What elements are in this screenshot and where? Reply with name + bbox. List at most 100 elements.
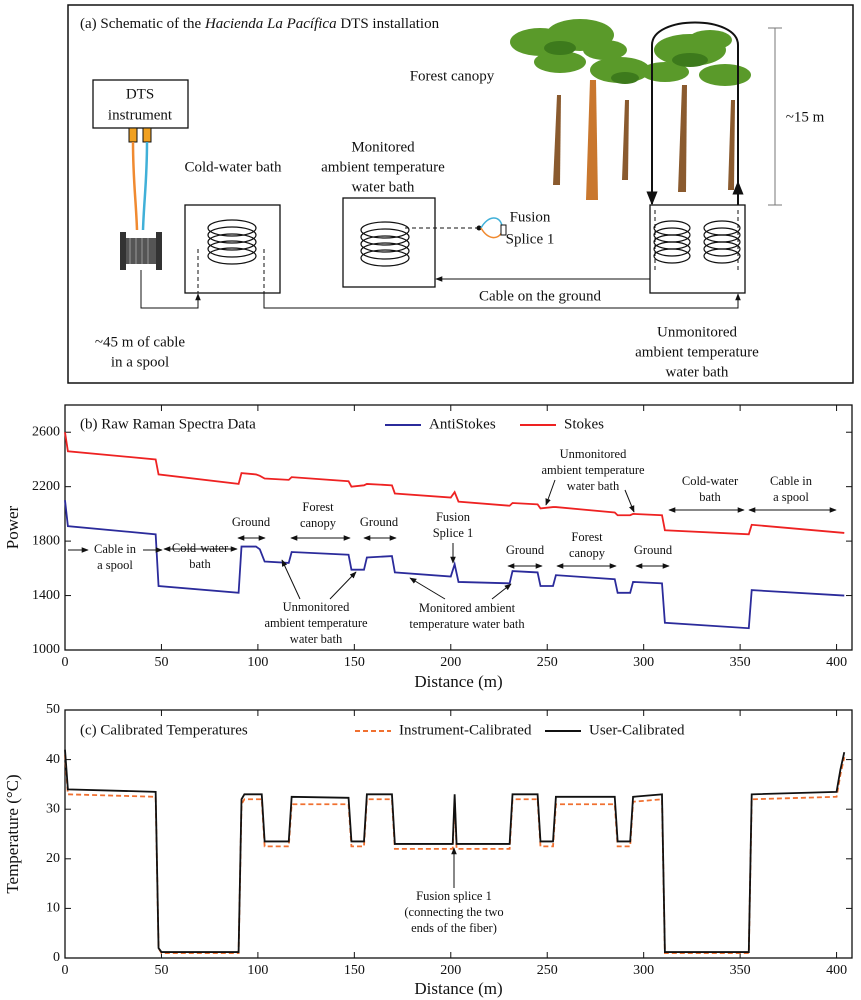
- fusion-label: Splice 1: [506, 231, 555, 247]
- annotation: a spool: [97, 558, 133, 572]
- cable-ground-label: Cable on the ground: [479, 288, 602, 304]
- x-tick-label: 150: [344, 963, 365, 978]
- y-tick-label: 1400: [32, 588, 60, 603]
- legend-label: Instrument-Calibrated: [399, 722, 532, 738]
- cold-bath-label: Cold-water bath: [184, 159, 282, 175]
- annotation: bath: [699, 490, 721, 504]
- annotation: Fusion splice 1: [416, 889, 492, 903]
- panel-frame: [67, 4, 854, 384]
- y-axis-label: Temperature (°C): [3, 774, 22, 893]
- schematic: (a) Schematic of the Hacienda La Pacífic…: [67, 4, 854, 384]
- x-axis-label: Distance (m): [414, 672, 502, 691]
- annotation-arrow: [329, 571, 357, 600]
- height-label: ~15 m: [786, 109, 825, 125]
- x-tick-label: 250: [537, 963, 558, 978]
- x-tick-label: 0: [62, 963, 69, 978]
- annotation: ambient temperature: [264, 616, 368, 630]
- x-tick-label: 350: [730, 963, 751, 978]
- x-tick-label: 300: [633, 655, 654, 670]
- chart-title: (c) Calibrated Temperatures: [80, 722, 248, 738]
- data-line: [64, 432, 845, 536]
- spool-label: ~45 m of cable: [95, 334, 186, 350]
- annotation: Ground: [506, 543, 545, 557]
- annotation: Cable in: [94, 542, 137, 556]
- annotation: (connecting the two: [404, 905, 503, 919]
- monitored-label: Monitored: [351, 139, 415, 155]
- y-tick-label: 10: [46, 901, 60, 916]
- chart-title: (b) Raw Raman Spectra Data: [80, 416, 256, 432]
- plot-frame: [64, 709, 853, 959]
- y-tick-label: 2600: [32, 424, 60, 439]
- legend-label: User-Calibrated: [589, 722, 685, 738]
- plot-frame: [64, 404, 853, 651]
- x-tick-label: 300: [633, 963, 654, 978]
- annotation: Cable in: [770, 474, 813, 488]
- y-tick-label: 0: [53, 950, 60, 965]
- fusion-label: Fusion: [510, 209, 551, 225]
- annotation: Cold-water: [172, 541, 229, 555]
- annotation: Monitored ambient: [419, 601, 516, 615]
- y-tick-label: 40: [46, 752, 60, 767]
- annotation-arrow: [545, 479, 556, 506]
- x-tick-label: 350: [730, 655, 751, 670]
- monitored-label: ambient temperature: [321, 159, 445, 175]
- annotation: ends of the fiber): [411, 921, 497, 935]
- annotation: water bath: [567, 479, 620, 493]
- annotation-arrow: [281, 559, 301, 600]
- panel-title: (a) Schematic of the Hacienda La Pacífic…: [80, 16, 440, 32]
- data-line: [64, 749, 846, 953]
- y-axis-label: Power: [3, 505, 22, 549]
- x-tick-label: 150: [344, 655, 365, 670]
- annotation-arrow: [409, 577, 446, 600]
- x-tick-label: 400: [826, 963, 847, 978]
- unmonitored-label: water bath: [666, 364, 729, 380]
- annotation: ambient temperature: [541, 463, 645, 477]
- x-tick-label: 0: [62, 655, 69, 670]
- annotation: Cold-water: [682, 474, 739, 488]
- y-tick-label: 50: [46, 702, 60, 717]
- annotation: Forest: [302, 500, 334, 514]
- y-tick-label: 1800: [32, 533, 60, 548]
- x-tick-label: 200: [440, 963, 461, 978]
- annotation: a spool: [773, 490, 809, 504]
- dts-label: instrument: [108, 107, 173, 123]
- data-line: [64, 500, 845, 630]
- x-tick-label: 100: [247, 963, 268, 978]
- annotation: Ground: [634, 543, 673, 557]
- x-tick-label: 250: [537, 655, 558, 670]
- x-axis-label: Distance (m): [414, 979, 502, 998]
- y-tick-label: 30: [46, 801, 60, 816]
- annotation: water bath: [290, 632, 343, 646]
- annotation: canopy: [569, 546, 606, 560]
- y-tick-label: 20: [46, 851, 60, 866]
- spool-label: in a spool: [111, 354, 169, 370]
- x-tick-label: 200: [440, 655, 461, 670]
- x-tick-label: 50: [154, 655, 168, 670]
- y-tick-label: 1000: [32, 642, 60, 657]
- dts-label: DTS: [126, 86, 154, 102]
- monitored-label: water bath: [352, 179, 415, 195]
- x-tick-label: 100: [247, 655, 268, 670]
- forest-label: Forest canopy: [410, 68, 495, 84]
- unmonitored-label: Unmonitored: [657, 324, 737, 340]
- annotation: Fusion: [436, 510, 471, 524]
- unmonitored-label: ambient temperature: [635, 344, 759, 360]
- legend-label: AntiStokes: [429, 416, 496, 432]
- annotation: Forest: [571, 530, 603, 544]
- x-tick-label: 50: [154, 963, 168, 978]
- trees: [510, 19, 751, 200]
- annotation: Splice 1: [433, 526, 474, 540]
- annotation: Ground: [232, 515, 271, 529]
- annotation: Ground: [360, 515, 399, 529]
- annotation: temperature water bath: [409, 617, 525, 631]
- annotation: canopy: [300, 516, 337, 530]
- legend-label: Stokes: [564, 416, 604, 432]
- x-tick-label: 400: [826, 655, 847, 670]
- annotation: Unmonitored: [560, 447, 627, 461]
- annotation: Unmonitored: [283, 600, 350, 614]
- y-tick-label: 2200: [32, 479, 60, 494]
- annotation-arrow: [491, 583, 512, 600]
- annotation-arrow: [624, 489, 635, 513]
- annotation: bath: [189, 557, 211, 571]
